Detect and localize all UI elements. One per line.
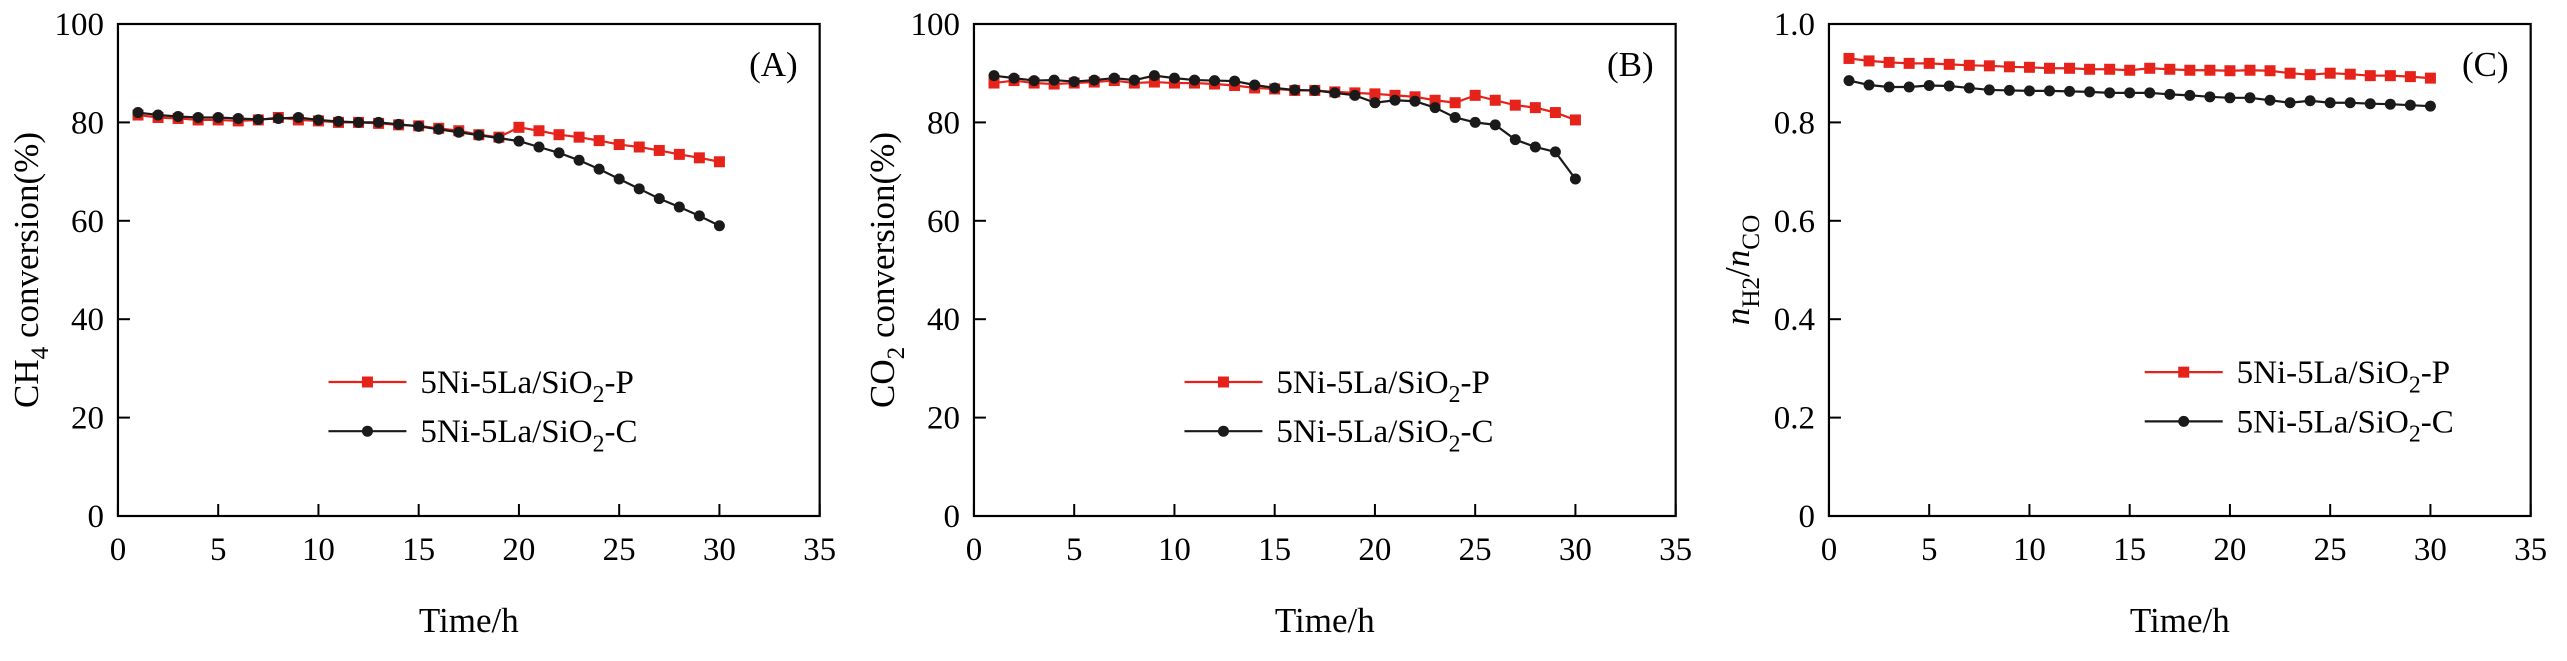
svg-text:0: 0: [110, 532, 126, 568]
svg-text:Time/h: Time/h: [419, 601, 519, 640]
svg-text:5: 5: [1921, 532, 1937, 568]
svg-text:0: 0: [943, 499, 959, 535]
svg-text:20: 20: [502, 532, 535, 568]
svg-text:20: 20: [1358, 532, 1391, 568]
svg-text:nH2/nCO: nH2/nCO: [1718, 215, 1765, 326]
svg-text:0: 0: [1799, 499, 1815, 535]
svg-text:10: 10: [1158, 532, 1191, 568]
svg-text:15: 15: [402, 532, 435, 568]
svg-text:CH4 conversion(%): CH4 conversion(%): [7, 132, 54, 408]
svg-text:30: 30: [1559, 532, 1592, 568]
svg-text:30: 30: [2414, 532, 2447, 568]
svg-text:40: 40: [927, 302, 960, 338]
chart-canvas-C: 0 5 10 15 20 25 30 35 0 0.2 0.4 0.6 0.8 1.0 Time/h nH2/…: [1718, 7, 2547, 640]
chart-canvas-A: 0 5 10 15 20 25 30 35 0 20 40 60 80 100 Time/h CH4 conv…: [7, 7, 836, 640]
svg-text:80: 80: [71, 105, 104, 141]
svg-text:80: 80: [927, 105, 960, 141]
panel-ch4-conversion: 0 5 10 15 20 25 30 35 0 20 40 60 80 100 Time/h CH4 conv…: [0, 0, 856, 661]
svg-text:35: 35: [2514, 532, 2547, 568]
svg-text:30: 30: [703, 532, 736, 568]
svg-text:0: 0: [87, 499, 103, 535]
svg-text:100: 100: [910, 7, 959, 43]
svg-text:15: 15: [1258, 532, 1291, 568]
svg-text:15: 15: [2114, 532, 2147, 568]
panel-co2-conversion: 0 5 10 15 20 25 30 35 0 20 40 60 80 100 Time/h CO2 conv…: [856, 0, 1712, 661]
svg-text:20: 20: [2214, 532, 2247, 568]
svg-text:5Ni-5La/SiO2-C: 5Ni-5La/SiO2-C: [2237, 404, 2454, 447]
svg-text:0.4: 0.4: [1774, 302, 1815, 338]
svg-text:5Ni-5La/SiO2-C: 5Ni-5La/SiO2-C: [420, 414, 637, 457]
svg-text:35: 35: [803, 532, 836, 568]
svg-text:CO2 conversion(%): CO2 conversion(%): [863, 132, 910, 408]
svg-text:Time/h: Time/h: [1275, 601, 1375, 640]
svg-text:(B): (B): [1607, 45, 1654, 84]
svg-text:5: 5: [210, 532, 226, 568]
svg-text:(C): (C): [2462, 45, 2509, 84]
svg-text:10: 10: [2013, 532, 2046, 568]
svg-text:1.0: 1.0: [1774, 7, 1815, 43]
svg-text:35: 35: [1659, 532, 1692, 568]
svg-text:5: 5: [1066, 532, 1082, 568]
svg-text:25: 25: [603, 532, 636, 568]
svg-text:60: 60: [927, 204, 960, 240]
svg-text:20: 20: [71, 401, 104, 437]
svg-text:5Ni-5La/SiO2-C: 5Ni-5La/SiO2-C: [1276, 414, 1493, 457]
svg-text:25: 25: [1458, 532, 1491, 568]
svg-text:(A): (A): [749, 45, 798, 84]
svg-text:5Ni-5La/SiO2-P: 5Ni-5La/SiO2-P: [1276, 365, 1489, 408]
svg-text:Time/h: Time/h: [2130, 601, 2230, 640]
svg-text:10: 10: [302, 532, 335, 568]
svg-text:60: 60: [71, 204, 104, 240]
svg-text:100: 100: [54, 7, 103, 43]
chart-canvas-B: 0 5 10 15 20 25 30 35 0 20 40 60 80 100 Time/h CO2 conv…: [863, 7, 1692, 640]
svg-text:0.6: 0.6: [1774, 204, 1815, 240]
svg-text:0: 0: [1821, 532, 1837, 568]
panel-h2-co-ratio: 0 5 10 15 20 25 30 35 0 0.2 0.4 0.6 0.8 1.0 Time/h nH2/…: [1711, 0, 2567, 661]
svg-text:0: 0: [965, 532, 981, 568]
svg-text:0.8: 0.8: [1774, 105, 1815, 141]
svg-text:40: 40: [71, 302, 104, 338]
svg-text:5Ni-5La/SiO2-P: 5Ni-5La/SiO2-P: [420, 365, 633, 408]
svg-text:25: 25: [2314, 532, 2347, 568]
svg-text:0.2: 0.2: [1774, 401, 1815, 437]
svg-text:20: 20: [927, 401, 960, 437]
svg-text:5Ni-5La/SiO2-P: 5Ni-5La/SiO2-P: [2237, 355, 2450, 398]
